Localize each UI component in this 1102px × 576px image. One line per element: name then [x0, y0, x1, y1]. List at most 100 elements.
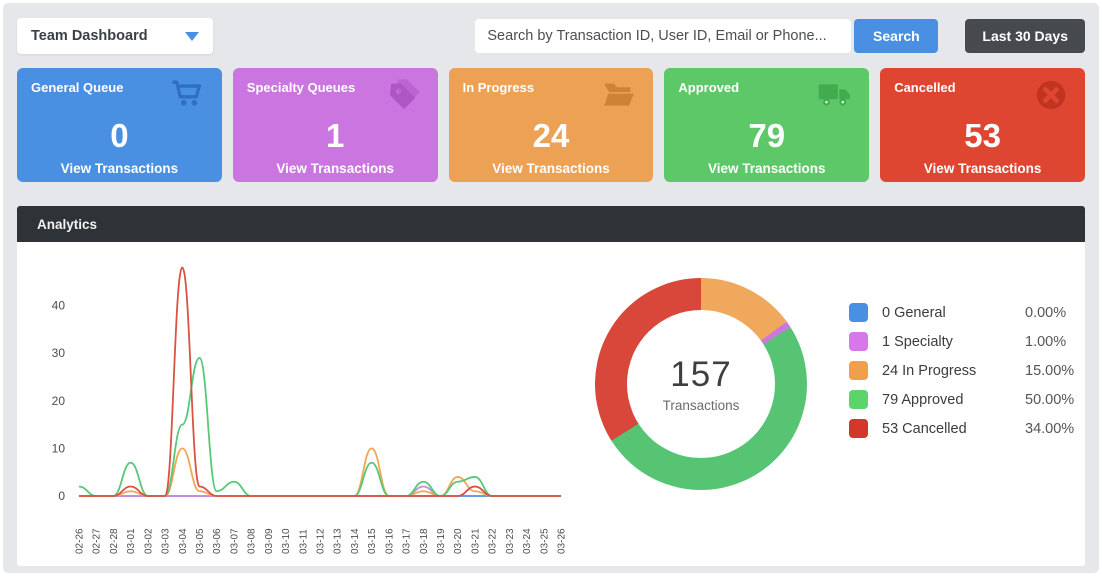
- analytics-header: Analytics: [17, 206, 1085, 242]
- view-transactions-link[interactable]: View Transactions: [923, 161, 1042, 176]
- legend-percent: 15.00%: [1025, 362, 1075, 379]
- card-count: 79: [748, 117, 786, 154]
- svg-text:03-21: 03-21: [470, 528, 481, 554]
- card-title: Approved: [678, 80, 740, 95]
- dropdown-label: Team Dashboard: [31, 28, 148, 44]
- legend-swatch: [849, 303, 868, 322]
- line-series-approved: [78, 357, 561, 497]
- card-title: General Queue: [31, 80, 124, 95]
- search-button[interactable]: Search: [854, 19, 939, 53]
- card-in-progress: In Progress 24 View Transactions: [448, 68, 654, 182]
- tags-icon: [384, 78, 424, 117]
- legend-percent: 1.00%: [1025, 333, 1067, 350]
- card-count: 0: [110, 117, 129, 154]
- truck-icon: [815, 78, 855, 117]
- svg-text:03-02: 03-02: [143, 528, 154, 554]
- card-specialty-queues: Specialty Queues 1 View Transactions: [232, 68, 438, 182]
- svg-text:03-23: 03-23: [505, 528, 516, 554]
- svg-text:03-16: 03-16: [384, 528, 395, 554]
- svg-text:03-06: 03-06: [212, 528, 223, 554]
- svg-text:02-27: 02-27: [92, 528, 103, 554]
- transactions-donut-chart: 157 Transactions: [595, 278, 807, 490]
- svg-text:03-04: 03-04: [178, 528, 189, 554]
- cart-icon: [168, 78, 208, 117]
- svg-text:03-14: 03-14: [350, 528, 361, 554]
- line-series-cancelled: [78, 266, 561, 497]
- view-transactions-link[interactable]: View Transactions: [276, 161, 394, 176]
- svg-text:03-25: 03-25: [539, 528, 550, 554]
- card-cancelled: Cancelled 53 View Transactions: [880, 68, 1085, 182]
- analytics-panel: Analytics 0 10 20 30 40 02-26 02-27 02-28 03-01 0…: [17, 206, 1085, 566]
- svg-text:03-22: 03-22: [488, 528, 499, 554]
- card-count: 1: [326, 117, 345, 154]
- legend-item: 79 Approved 50.00%: [849, 385, 1085, 414]
- transactions-line-chart: 0 10 20 30 40 02-26 02-27 02-28 03-01 03-02 03-03 0…: [52, 266, 568, 554]
- legend-item: 24 In Progress 15.00%: [849, 356, 1085, 385]
- svg-text:20: 20: [52, 394, 66, 408]
- svg-text:03-11: 03-11: [298, 529, 309, 554]
- svg-text:03-26: 03-26: [557, 528, 568, 554]
- analytics-body: 0 10 20 30 40 02-26 02-27 02-28 03-01 03-02 03-03 0…: [17, 242, 1085, 566]
- legend-swatch: [849, 419, 868, 438]
- folder-open-icon: [599, 78, 639, 117]
- svg-text:03-05: 03-05: [195, 528, 206, 554]
- legend-percent: 50.00%: [1025, 391, 1075, 408]
- svg-text:03-09: 03-09: [264, 528, 275, 554]
- analytics-title: Analytics: [37, 216, 98, 232]
- svg-text:03-03: 03-03: [161, 528, 172, 554]
- stat-cards-row: General Queue 0 View Transactions Specialty…: [17, 68, 1085, 182]
- svg-text:03-10: 03-10: [281, 528, 292, 554]
- card-count: 53: [964, 117, 1001, 154]
- svg-text:03-15: 03-15: [367, 528, 378, 554]
- chevron-down-icon: [185, 31, 199, 41]
- date-range-button[interactable]: Last 30 Days: [965, 19, 1085, 53]
- svg-text:10: 10: [52, 441, 66, 455]
- legend-item: 0 General 0.00%: [849, 298, 1085, 327]
- card-approved: Approved 79 View Transactions: [664, 68, 870, 182]
- donut-center: 157 Transactions: [627, 310, 775, 458]
- legend-label: 79 Approved: [882, 391, 964, 408]
- svg-text:03-19: 03-19: [436, 528, 447, 554]
- svg-text:03-07: 03-07: [229, 528, 240, 554]
- donut-total-label: Transactions: [662, 398, 740, 413]
- search-area: Search Last 30 Days: [475, 19, 1085, 53]
- donut-legend: 0 General 0.00% 1 Specialty 1.00% 24 In Prog…: [849, 298, 1085, 443]
- search-input[interactable]: [475, 19, 852, 53]
- card-title: Cancelled: [894, 80, 956, 95]
- view-transactions-link[interactable]: View Transactions: [60, 161, 179, 176]
- legend-label: 0 General: [882, 304, 946, 321]
- svg-text:03-13: 03-13: [333, 528, 344, 554]
- line-series-in-progress: [78, 447, 561, 497]
- svg-text:03-17: 03-17: [402, 528, 413, 554]
- svg-text:03-12: 03-12: [316, 528, 327, 554]
- legend-item: 1 Specialty 1.00%: [849, 327, 1085, 356]
- svg-text:02-26: 02-26: [75, 528, 86, 554]
- legend-swatch: [849, 361, 868, 380]
- svg-text:0: 0: [58, 489, 65, 503]
- legend-swatch: [849, 390, 868, 409]
- legend-swatch: [849, 332, 868, 351]
- legend-label: 1 Specialty: [882, 333, 953, 350]
- svg-text:03-18: 03-18: [419, 528, 430, 554]
- legend-label: 53 Cancelled: [882, 420, 967, 437]
- svg-text:02-28: 02-28: [109, 528, 120, 554]
- legend-label: 24 In Progress: [882, 362, 977, 379]
- svg-text:30: 30: [52, 346, 66, 360]
- svg-text:03-01: 03-01: [126, 528, 137, 554]
- svg-text:03-08: 03-08: [247, 528, 258, 554]
- svg-text:40: 40: [52, 299, 66, 313]
- legend-percent: 0.00%: [1025, 304, 1067, 321]
- legend-item: 53 Cancelled 34.00%: [849, 414, 1085, 443]
- legend-percent: 34.00%: [1025, 420, 1075, 437]
- card-title: In Progress: [462, 80, 535, 95]
- team-dashboard-dropdown[interactable]: Team Dashboard: [17, 18, 213, 54]
- svg-text:03-20: 03-20: [453, 528, 464, 554]
- card-count: 24: [532, 117, 570, 154]
- circle-x-icon: [1031, 78, 1071, 117]
- view-transactions-link[interactable]: View Transactions: [492, 161, 610, 176]
- card-title: Specialty Queues: [246, 80, 356, 95]
- view-transactions-link[interactable]: View Transactions: [708, 161, 826, 176]
- card-general-queue: General Queue 0 View Transactions: [17, 68, 222, 182]
- donut-total: 157: [670, 355, 732, 394]
